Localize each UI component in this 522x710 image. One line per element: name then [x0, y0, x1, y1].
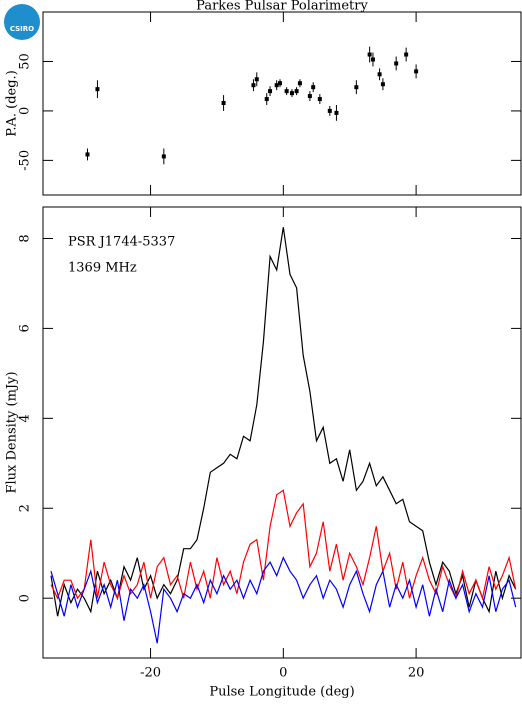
point: [327, 108, 332, 113]
x-tick-label: 0: [279, 666, 287, 681]
point: [404, 52, 409, 57]
point: [284, 89, 289, 94]
series-line: [50, 489, 517, 601]
point: [307, 94, 312, 99]
point: [289, 91, 294, 96]
x-tick-label: -20: [140, 666, 161, 681]
point: [354, 85, 359, 90]
y-tick-label: -50: [18, 150, 33, 171]
point: [254, 77, 259, 82]
point: [264, 97, 269, 102]
point: [221, 101, 226, 106]
y-tick-label: 0: [18, 107, 33, 115]
point: [311, 85, 316, 90]
point: [274, 83, 279, 88]
series-line: [50, 227, 517, 617]
logo-text: CSIRO: [10, 25, 34, 33]
point: [251, 83, 256, 88]
y-axis-label: Flux Density (mJy): [5, 371, 20, 493]
y-tick-label: 4: [18, 414, 33, 422]
series-line: [50, 556, 517, 644]
chart-title: Parkes Pulsar Polarimetry: [196, 0, 368, 14]
point: [294, 89, 299, 94]
y-tick-label: 8: [18, 234, 33, 242]
y-tick-label: 2: [18, 504, 33, 512]
x-axis-label: Pulse Longitude (deg): [209, 685, 354, 700]
annotation: PSR J1744-5337: [68, 235, 175, 250]
y-tick-label: 0: [18, 594, 33, 602]
point: [370, 57, 375, 62]
point: [297, 81, 302, 86]
point: [278, 81, 283, 86]
point: [334, 110, 339, 115]
y-tick-label: 6: [18, 324, 33, 332]
point: [317, 97, 322, 102]
point: [268, 89, 273, 94]
y-tick-label: 50: [18, 53, 33, 70]
annotation: 1369 MHz: [68, 261, 137, 276]
point: [95, 87, 100, 92]
point: [367, 52, 372, 57]
point: [414, 69, 419, 74]
point: [377, 72, 382, 77]
point: [394, 61, 399, 66]
point: [85, 152, 90, 157]
plot-frame: [42, 206, 522, 659]
plot-frame: [42, 11, 522, 196]
point: [380, 82, 385, 87]
point: [161, 154, 166, 159]
x-tick-label: 20: [408, 666, 425, 681]
logo: [4, 4, 40, 40]
y-axis-label: P.A. (deg.): [5, 70, 20, 137]
